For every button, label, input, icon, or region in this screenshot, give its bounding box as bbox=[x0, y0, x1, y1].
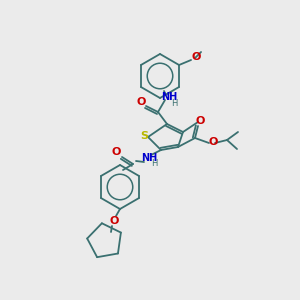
Text: O: O bbox=[111, 147, 121, 157]
Text: O: O bbox=[191, 52, 201, 62]
Text: O: O bbox=[208, 137, 218, 147]
Text: NH: NH bbox=[161, 92, 177, 102]
Text: H: H bbox=[151, 160, 157, 169]
Text: S: S bbox=[140, 131, 148, 141]
Text: O: O bbox=[195, 116, 205, 126]
Text: O: O bbox=[109, 216, 119, 226]
Text: O: O bbox=[136, 97, 146, 107]
Text: H: H bbox=[171, 98, 177, 107]
Text: NH: NH bbox=[141, 153, 157, 163]
